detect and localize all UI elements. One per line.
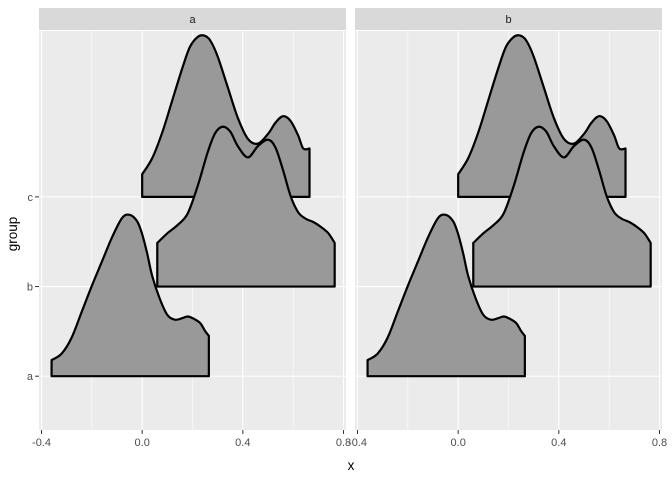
facet-strip-label: b	[505, 14, 511, 26]
x-tick-label: 0.0	[135, 437, 150, 449]
density-ridge-a	[50, 213, 210, 378]
x-tick-label: 0.4	[551, 437, 566, 449]
density-ridge-b	[472, 125, 652, 288]
facet-panel-b: b -0.4 0.0 0.4 0.8	[348, 8, 667, 449]
x-tick-label: 0.4	[235, 437, 250, 449]
x-tick-label: 0.8	[336, 437, 351, 449]
y-tick-label: c	[28, 192, 34, 204]
x-tick-label: -0.4	[348, 437, 367, 449]
x-tick-label: 0.0	[451, 437, 466, 449]
y-axis-title: group	[5, 217, 20, 252]
facet-strip-label: a	[189, 14, 196, 26]
facet-panel-a: a -0.4 0.0 0.4 0.8	[32, 8, 351, 449]
density-ridge-a	[366, 213, 526, 378]
x-tick-label: 0.8	[652, 437, 667, 449]
y-tick-label: a	[27, 371, 34, 383]
facet-strip	[355, 8, 662, 30]
x-tick-label: -0.4	[32, 437, 51, 449]
facet-strip	[39, 8, 346, 30]
y-tick-label: b	[27, 282, 33, 294]
y-axis: a b c	[27, 192, 39, 383]
facet-panels: a -0.4 0.0 0.4 0.8 b -0.4 0.0 0.4 0.8	[32, 8, 667, 449]
x-axis-title: x	[348, 458, 355, 473]
density-ridge-b	[156, 125, 336, 288]
